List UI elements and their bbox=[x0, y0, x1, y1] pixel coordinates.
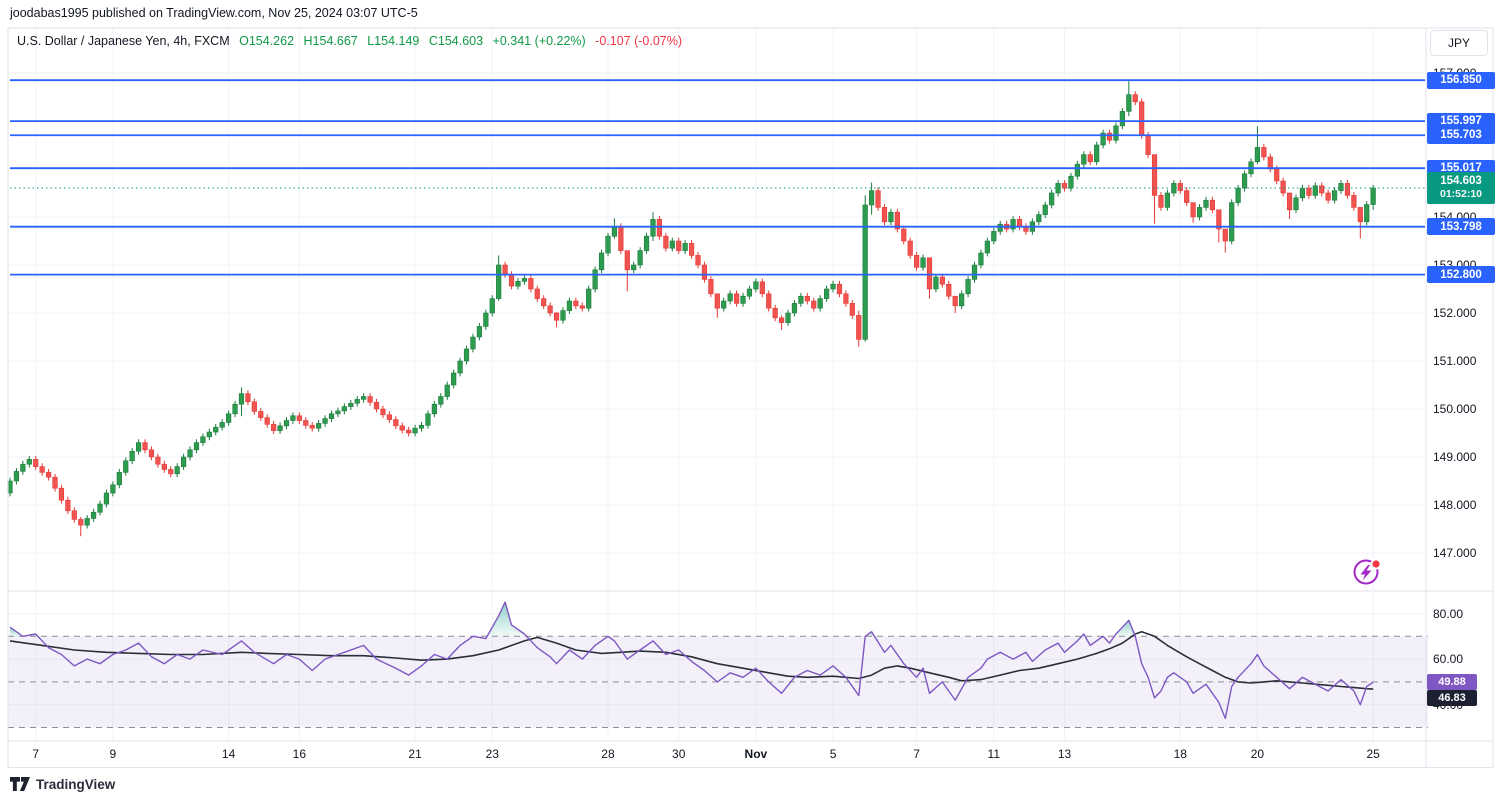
legend-open: O154.262 bbox=[239, 34, 295, 48]
tradingview-logo[interactable]: TradingView bbox=[10, 773, 115, 795]
time-tick: Nov bbox=[744, 747, 768, 761]
flash-ideas-button[interactable] bbox=[1350, 555, 1384, 589]
price-tick: 149.000 bbox=[1433, 450, 1477, 464]
attribution-bar: joodabas1995 published on TradingView.co… bbox=[0, 0, 1500, 27]
price-tick: 151.000 bbox=[1433, 354, 1477, 368]
currency-unit-button[interactable]: JPY bbox=[1430, 30, 1488, 56]
price-tick: 150.000 bbox=[1433, 402, 1477, 416]
current-price-label: 154.603 01:52:10 bbox=[1427, 172, 1495, 205]
bar-countdown: 01:52:10 bbox=[1439, 188, 1483, 201]
flash-icon bbox=[1353, 558, 1382, 585]
rsi-ma-value-label: 46.83 bbox=[1427, 690, 1477, 707]
time-tick: 30 bbox=[672, 747, 686, 761]
time-tick: 5 bbox=[829, 747, 837, 761]
current-price-value: 154.603 bbox=[1440, 175, 1482, 188]
rsi-tick: 80.00 bbox=[1433, 606, 1464, 621]
notification-dot bbox=[1372, 560, 1380, 568]
tradingview-logo-text: TradingView bbox=[36, 776, 116, 792]
level-price-label: 156.850 bbox=[1427, 71, 1495, 89]
time-tick: 21 bbox=[408, 747, 422, 761]
time-tick: 9 bbox=[109, 747, 117, 761]
time-tick: 16 bbox=[292, 747, 307, 761]
rsi-tick: 60.00 bbox=[1433, 652, 1464, 667]
time-tick: 23 bbox=[485, 747, 499, 761]
level-price-label: 152.800 bbox=[1427, 266, 1495, 284]
tradingview-logo-icon bbox=[10, 777, 30, 791]
legend-high: H154.667 bbox=[303, 34, 358, 48]
time-tick: 14 bbox=[221, 747, 236, 761]
symbol-title: U.S. Dollar / Japanese Yen, 4h, FXCM bbox=[17, 34, 230, 48]
time-tick: 20 bbox=[1250, 747, 1265, 761]
level-price-label: 155.997 bbox=[1427, 112, 1495, 130]
price-tick: 148.000 bbox=[1433, 498, 1477, 512]
price-tick: 152.000 bbox=[1433, 306, 1477, 320]
time-tick: 7 bbox=[913, 747, 920, 761]
level-price-label: 155.703 bbox=[1427, 126, 1495, 144]
time-tick: 25 bbox=[1366, 747, 1380, 761]
time-tick: 18 bbox=[1173, 747, 1187, 761]
level-price-label: 153.798 bbox=[1427, 218, 1495, 236]
legend-bar-change: +0.341 (+0.22%) bbox=[492, 34, 586, 48]
legend-close: C154.603 bbox=[428, 34, 484, 48]
symbol-legend[interactable]: U.S. Dollar / Japanese Yen, 4h, FXCM O15… bbox=[17, 34, 682, 48]
rsi-value-label: 49.88 bbox=[1427, 674, 1477, 691]
legend-day-change: -0.107 (-0.07%) bbox=[595, 34, 683, 48]
attribution-text: joodabas1995 published on TradingView.co… bbox=[10, 6, 418, 20]
time-tick: 7 bbox=[32, 747, 40, 761]
legend-low: L154.149 bbox=[367, 34, 420, 48]
time-tick: 13 bbox=[1057, 747, 1072, 761]
time-tick: 28 bbox=[601, 747, 615, 761]
time-tick: 11 bbox=[987, 747, 1001, 761]
price-tick: 147.000 bbox=[1433, 546, 1477, 560]
